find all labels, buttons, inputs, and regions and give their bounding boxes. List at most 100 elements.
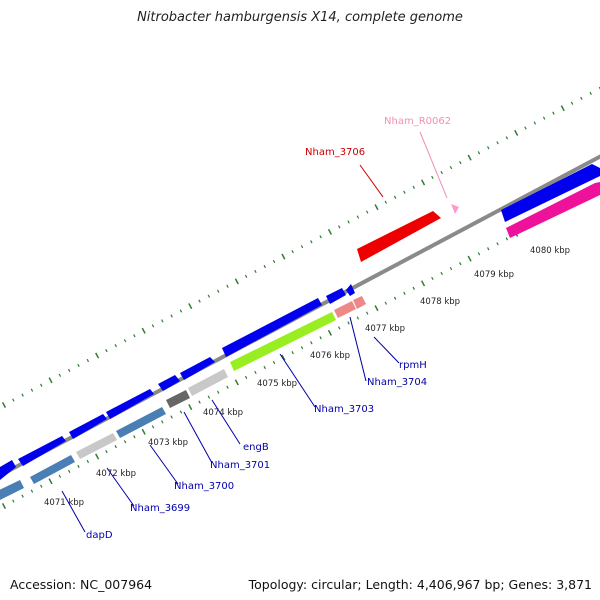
minor-tick — [198, 299, 201, 303]
major-tick — [234, 379, 239, 386]
minor-tick — [412, 286, 415, 290]
gene-label-nham-3706[interactable]: Nham_3706 — [305, 147, 365, 158]
forward-gene[interactable] — [18, 436, 66, 466]
gene-label-nham-r0062[interactable]: Nham_R0062 — [384, 116, 451, 127]
gene-label-nham-3701[interactable]: Nham_3701 — [210, 460, 270, 471]
minor-tick — [552, 111, 555, 115]
gene-label-nham-3704[interactable]: Nham_3704 — [367, 377, 427, 388]
major-tick — [281, 354, 286, 361]
minor-tick — [133, 334, 136, 338]
forward-gene[interactable] — [346, 284, 355, 296]
callout-lines — [61, 131, 448, 533]
minor-tick — [207, 294, 211, 298]
minor-tick — [300, 346, 304, 350]
gene-label-dapD[interactable]: dapD — [86, 530, 113, 541]
minor-tick — [338, 326, 341, 330]
forward-gene[interactable] — [106, 389, 154, 419]
gene-dapD[interactable] — [30, 455, 75, 484]
minor-tick — [477, 252, 481, 256]
gene-nham-3703[interactable] — [230, 312, 336, 371]
major-tick — [95, 352, 100, 359]
minor-tick — [226, 284, 229, 288]
forward-gene[interactable] — [326, 288, 346, 304]
major-tick — [467, 255, 472, 262]
minor-tick — [12, 499, 15, 503]
forward-gene[interactable] — [501, 164, 600, 222]
kbp-label: 4075 kbp — [257, 379, 297, 389]
gene-nham-r0062[interactable] — [451, 204, 459, 214]
reverse-gene[interactable] — [506, 182, 600, 238]
gene-engB[interactable] — [188, 369, 228, 396]
minor-tick — [291, 351, 294, 355]
gene-rpmH[interactable] — [353, 296, 366, 309]
gene-label-nham-3699[interactable]: Nham_3699 — [130, 503, 190, 514]
minor-tick — [403, 190, 406, 194]
kbp-label: 4076 kbp — [310, 351, 350, 361]
minor-tick — [580, 96, 583, 100]
minor-tick — [365, 210, 369, 214]
major-tick — [188, 404, 193, 411]
minor-tick — [30, 489, 34, 493]
major-tick — [281, 253, 286, 260]
minor-tick — [244, 375, 248, 379]
minor-tick — [114, 344, 117, 348]
major-tick — [420, 179, 426, 186]
major-tick — [374, 305, 379, 312]
minor-tick — [105, 348, 108, 353]
minor-tick — [319, 235, 322, 239]
major-tick — [1, 401, 7, 409]
minor-tick — [161, 420, 164, 424]
forward-gene[interactable] — [0, 460, 16, 482]
minor-tick — [216, 289, 220, 293]
forward-gene[interactable] — [69, 414, 107, 439]
minor-tick — [263, 365, 266, 370]
minor-tick — [319, 336, 322, 340]
minor-tick — [67, 368, 71, 372]
map-title: Nitrobacter hamburgensis X14, complete g… — [137, 10, 463, 25]
minor-tick — [570, 101, 574, 105]
minor-tick — [310, 240, 313, 244]
outer-tick-ring — [1, 86, 600, 409]
gene-label-nham-3700[interactable]: Nham_3700 — [174, 481, 234, 492]
gene-label-rpmH[interactable]: rpmH — [399, 360, 427, 371]
forward-gene[interactable] — [180, 357, 215, 380]
minor-tick — [58, 373, 62, 377]
gene-nham-3704[interactable] — [334, 301, 356, 318]
minor-tick — [254, 269, 257, 274]
minor-tick — [263, 264, 266, 269]
major-tick — [327, 329, 333, 336]
gene-nham-3699[interactable] — [76, 433, 117, 459]
major-tick — [48, 377, 53, 384]
minor-tick — [12, 398, 15, 402]
major-tick — [420, 280, 426, 287]
reverse-gene[interactable] — [0, 480, 24, 502]
forward-gene[interactable] — [158, 375, 180, 391]
minor-tick — [105, 449, 108, 454]
minor-tick — [440, 170, 443, 175]
forward-gene[interactable] — [222, 298, 322, 357]
minor-tick — [21, 494, 24, 498]
gene-label-engB[interactable]: engB — [243, 442, 269, 453]
minor-tick — [207, 395, 211, 399]
minor-tick — [179, 410, 183, 414]
minor-tick — [272, 360, 276, 365]
reverse-strand-genes — [0, 182, 600, 502]
gene-nham-3700[interactable] — [116, 407, 166, 438]
minor-tick — [384, 301, 388, 305]
minor-tick — [123, 440, 127, 444]
minor-tick — [365, 311, 369, 315]
minor-tick — [40, 383, 43, 387]
kbp-label: 4072 kbp — [96, 469, 136, 479]
minor-tick — [291, 250, 294, 254]
minor-tick — [338, 225, 341, 229]
gene-nham-3706[interactable] — [357, 211, 441, 262]
minor-tick — [496, 141, 499, 145]
major-tick — [467, 154, 472, 161]
gene-label-nham-3703[interactable]: Nham_3703 — [314, 404, 374, 415]
gene-nham-3701[interactable] — [166, 390, 190, 408]
minor-tick — [254, 370, 257, 375]
minor-tick — [505, 237, 509, 241]
minor-tick — [123, 339, 127, 343]
minor-tick — [449, 266, 453, 271]
minor-tick — [310, 341, 313, 345]
